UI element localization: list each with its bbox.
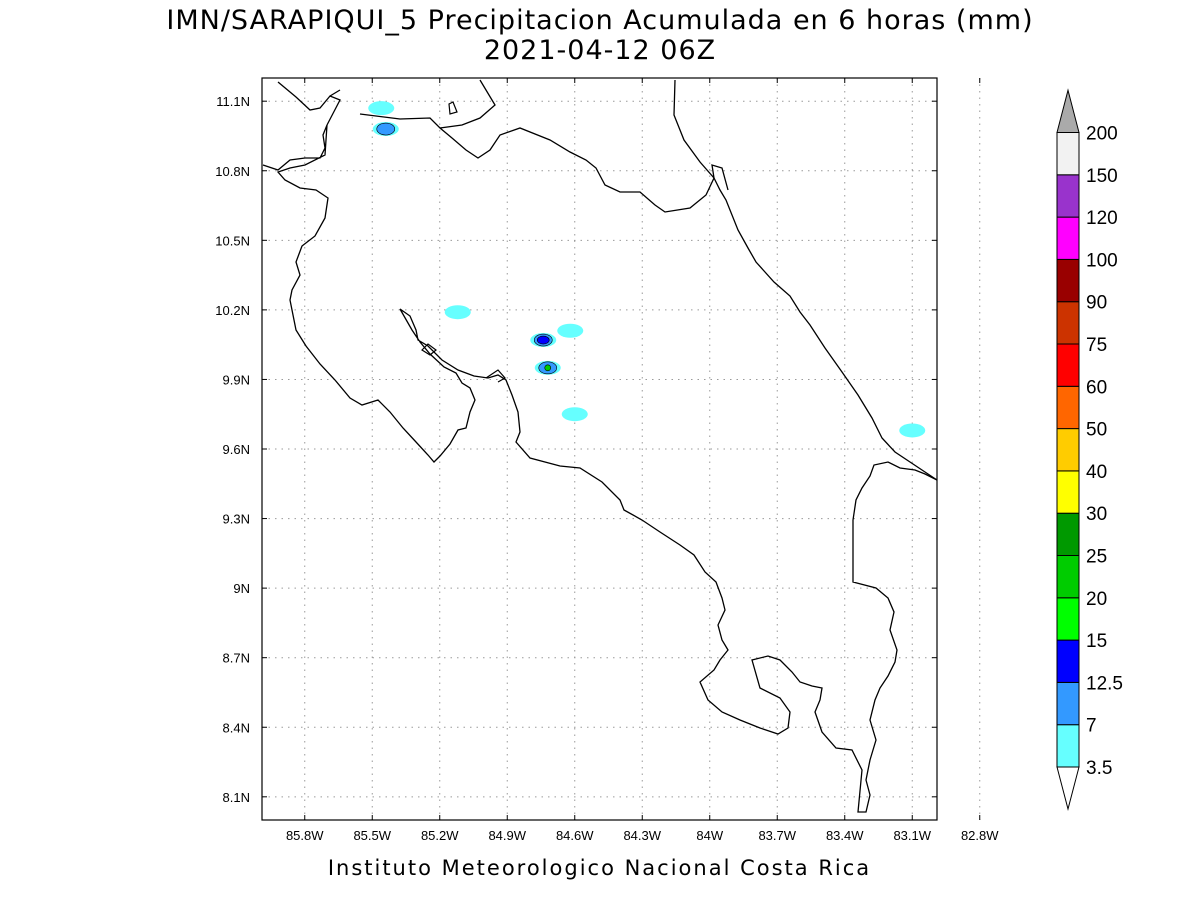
colorbar-label: 15 — [1086, 631, 1107, 652]
colorbar-swatch — [1056, 216, 1080, 260]
colorbar-label: 7 — [1086, 716, 1097, 737]
lat-tick-label: 9.3N — [223, 512, 250, 527]
colorbar-label: 50 — [1086, 420, 1107, 441]
colorbar-label: 120 — [1086, 208, 1118, 229]
colorbar-swatch — [1056, 343, 1080, 387]
nicaragua-border — [277, 81, 729, 213]
lat-tick-label: 10.8N — [215, 164, 250, 179]
precip-cell — [368, 101, 395, 116]
lon-tick-label: 82.8W — [961, 828, 999, 843]
coastline-borders — [262, 79, 938, 813]
lat-tick-label: 9.9N — [223, 372, 250, 387]
colorbar-label: 90 — [1086, 293, 1107, 314]
colorbar-label: 3.5 — [1086, 758, 1112, 779]
precip-cell — [557, 323, 584, 338]
colorbar-swatch — [1056, 428, 1080, 472]
lon-tick-label: 84.6W — [556, 828, 594, 843]
map-date: 2021-04-12 06Z — [483, 35, 717, 66]
precipitation-layer — [368, 101, 926, 438]
lat-tick-label: 9.6N — [223, 442, 250, 457]
lat-tick-label: 9N — [233, 581, 250, 596]
nicaragua-coast — [439, 79, 938, 481]
lon-tick-label: 83.4W — [826, 828, 864, 843]
colorbar-label: 12.5 — [1086, 673, 1123, 694]
lat-tick-label: 8.4N — [223, 720, 250, 735]
colorbar-label: 60 — [1086, 377, 1107, 398]
gulf-island — [421, 343, 437, 356]
lon-tick-label: 84W — [696, 828, 723, 843]
colorbar-swatch — [1056, 681, 1080, 726]
precip-cell — [444, 305, 471, 320]
colorbar-label: 40 — [1086, 462, 1107, 483]
precip-cell — [544, 364, 552, 372]
colorbar-under-triangle — [1056, 766, 1080, 811]
lon-tick-label: 84.9W — [488, 828, 526, 843]
colorbar-swatch — [1056, 385, 1080, 430]
lat-tick-label: 10.2N — [215, 303, 250, 318]
lat-tick-label: 8.1N — [223, 790, 250, 805]
lon-tick-label: 85.8W — [286, 828, 324, 843]
colorbar-label: 150 — [1086, 166, 1118, 187]
colorbar-swatch — [1056, 639, 1080, 683]
precip-cell — [561, 407, 588, 422]
colorbar-swatch — [1056, 470, 1080, 514]
lat-tick-label: 8.7N — [223, 651, 250, 666]
colorbar-over-triangle — [1056, 88, 1080, 133]
lat-tick-label: 10.5N — [215, 233, 250, 248]
map-frame — [261, 77, 938, 821]
map-title: IMN/SARAPIQUI_5 Precipitacion Acumulada … — [166, 5, 1034, 36]
colorbar-swatch — [1056, 597, 1080, 641]
lon-tick-label: 85.2W — [421, 828, 459, 843]
map-axes: 85.8W 85.5W 85.2W 84.9W 84.6W 84.3W 84W 83.7W 83… — [215, 77, 999, 843]
lon-tick-label: 83.1W — [893, 828, 931, 843]
lake-nicaragua-islet — [448, 101, 458, 115]
colorbar-label: 30 — [1086, 504, 1107, 525]
precip-colorbar: 3.5 7 12.5 15 20 25 30 40 50 60 75 90 100 120 150 200 — [1056, 88, 1123, 811]
colorbar-swatch — [1056, 174, 1080, 218]
colorbar-swatch — [1056, 301, 1080, 345]
colorbar-swatch — [1056, 132, 1080, 176]
institution-credit: Instituto Meteorologico Nacional Costa R… — [327, 856, 872, 880]
colorbar-label: 25 — [1086, 547, 1107, 568]
lon-tick-label: 83.7W — [758, 828, 796, 843]
colorbar-label: 75 — [1086, 335, 1107, 356]
graticule — [262, 78, 981, 820]
precip-cell — [899, 423, 926, 438]
colorbar-label: 100 — [1086, 250, 1118, 271]
gulf-of-nicoya-channel — [485, 369, 506, 383]
precip-cell — [376, 122, 396, 136]
lat-tick-label: 11.1N — [216, 94, 250, 109]
lon-tick-label: 85.5W — [353, 828, 391, 843]
colorbar-swatch — [1056, 512, 1080, 557]
colorbar-label: 20 — [1086, 589, 1107, 610]
precip-cell — [536, 335, 550, 345]
colorbar-label: 200 — [1086, 124, 1118, 145]
costa-rica-coastline — [262, 124, 938, 813]
colorbar-swatch — [1056, 724, 1080, 768]
colorbar-swatch — [1056, 555, 1080, 599]
colorbar-swatch — [1056, 258, 1080, 303]
lon-tick-label: 84.3W — [623, 828, 661, 843]
